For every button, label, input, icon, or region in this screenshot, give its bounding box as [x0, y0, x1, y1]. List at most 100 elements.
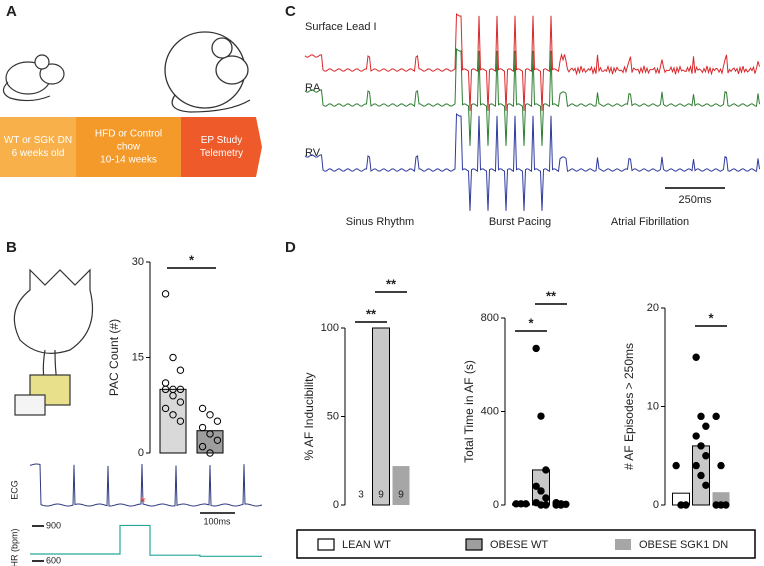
- data-point: [692, 353, 700, 361]
- legend-swatch: [317, 538, 335, 551]
- timeline-text: 10-14 weeks: [100, 155, 157, 166]
- data-point: [161, 385, 170, 394]
- data-point: [542, 501, 550, 509]
- data-point: [712, 412, 720, 421]
- data-point: [176, 366, 185, 374]
- telemetry-sketch: [13, 268, 94, 416]
- legend-label: OBESE WT: [490, 539, 548, 551]
- y-tick-label: 20: [647, 302, 659, 314]
- trace: [304, 13, 760, 111]
- legend-swatch: [615, 539, 631, 550]
- y-tick-label: 0: [138, 447, 144, 459]
- phase-label: Burst Pacing: [489, 216, 551, 228]
- data-point: [198, 404, 207, 413]
- y-tick-label: 0: [653, 499, 659, 511]
- timeline-text: WT or SGK DN: [4, 135, 72, 146]
- data-point: [702, 422, 710, 430]
- data-point: [717, 501, 725, 509]
- trace-label: Surface Lead I: [305, 21, 377, 33]
- data-point: [702, 481, 710, 489]
- n-label: 9: [398, 490, 404, 501]
- data-point: [169, 411, 177, 419]
- y-tick-label: 0: [493, 499, 499, 511]
- n-label: 3: [358, 490, 364, 501]
- legend-swatch: [465, 538, 483, 551]
- panel-label: D: [285, 239, 296, 256]
- y-tick-label: 15: [132, 351, 144, 363]
- data-point: [532, 482, 540, 490]
- hr-trace: [30, 524, 262, 557]
- ecg-trace: [29, 463, 263, 507]
- ecg-label: ECG: [9, 480, 19, 500]
- y-axis-label: PAC Count (#): [107, 319, 121, 396]
- significance-label: *: [708, 310, 714, 325]
- data-point: [522, 500, 530, 508]
- mouse-small: [2, 54, 65, 102]
- y-tick-label: 0: [333, 499, 339, 511]
- scale-label: 250ms: [678, 194, 712, 206]
- data-point: [213, 436, 222, 444]
- y-tick-label: 10: [647, 400, 659, 412]
- significance-label: **: [366, 306, 377, 321]
- bar: [372, 327, 390, 506]
- data-point: [198, 442, 207, 451]
- trace: [304, 113, 760, 211]
- panel-label: C: [285, 3, 296, 20]
- timeline-text: Telemetry: [200, 148, 243, 159]
- data-point: [161, 379, 170, 387]
- hr-tick-label: 900: [46, 520, 61, 530]
- data-point: [697, 442, 705, 450]
- trace: [304, 48, 760, 146]
- data-point: [697, 471, 705, 480]
- mouse-large: [164, 31, 251, 113]
- data-point: [532, 344, 540, 353]
- ecg-marker: *: [140, 494, 146, 510]
- data-point: [537, 412, 545, 420]
- data-point: [702, 452, 710, 460]
- data-point: [176, 417, 185, 425]
- data-point: [542, 466, 550, 474]
- bar: [159, 388, 187, 454]
- y-tick-label: 100: [321, 322, 339, 334]
- data-point: [717, 461, 725, 470]
- data-point: [697, 412, 705, 421]
- panel-label: A: [6, 3, 17, 20]
- significance-label: *: [528, 315, 534, 330]
- timeline-segment: [0, 117, 76, 177]
- n-label: 9: [378, 490, 384, 501]
- significance-label: **: [546, 288, 557, 303]
- hr-tick-label: 600: [46, 555, 61, 565]
- data-point: [672, 461, 680, 470]
- y-axis-label: % AF Inducibility: [302, 372, 316, 460]
- data-point: [692, 461, 700, 470]
- y-tick-label: 400: [481, 405, 499, 417]
- y-tick-label: 30: [132, 256, 144, 268]
- legend-label: LEAN WT: [342, 539, 391, 551]
- hr-label: HR (bpm): [9, 528, 19, 566]
- legend-label: OBESE SGK1 DN: [639, 539, 728, 551]
- data-point: [692, 432, 700, 440]
- data-point: [206, 449, 214, 457]
- timeline-text: 6 weeks old: [12, 148, 65, 159]
- timeline-segment: [181, 117, 262, 177]
- data-point: [557, 501, 565, 509]
- timeline-text: chow: [117, 142, 141, 153]
- y-tick-label: 50: [327, 410, 339, 422]
- y-axis-label: Total Time in AF (s): [462, 360, 476, 463]
- data-point: [537, 487, 545, 495]
- phase-label: Atrial Fibrillation: [611, 216, 689, 228]
- significance-label: *: [189, 252, 195, 267]
- data-point: [213, 417, 222, 425]
- phase-label: Sinus Rhythm: [346, 216, 414, 228]
- data-point: [206, 411, 214, 419]
- data-point: [176, 398, 185, 406]
- data-point: [198, 423, 207, 432]
- data-point: [542, 494, 550, 502]
- data-point: [206, 430, 214, 438]
- data-point: [161, 404, 170, 413]
- timeline-text: HFD or Control: [95, 129, 162, 140]
- timeline-segment: [76, 117, 181, 177]
- panel-label: B: [6, 239, 17, 256]
- data-point: [682, 501, 690, 509]
